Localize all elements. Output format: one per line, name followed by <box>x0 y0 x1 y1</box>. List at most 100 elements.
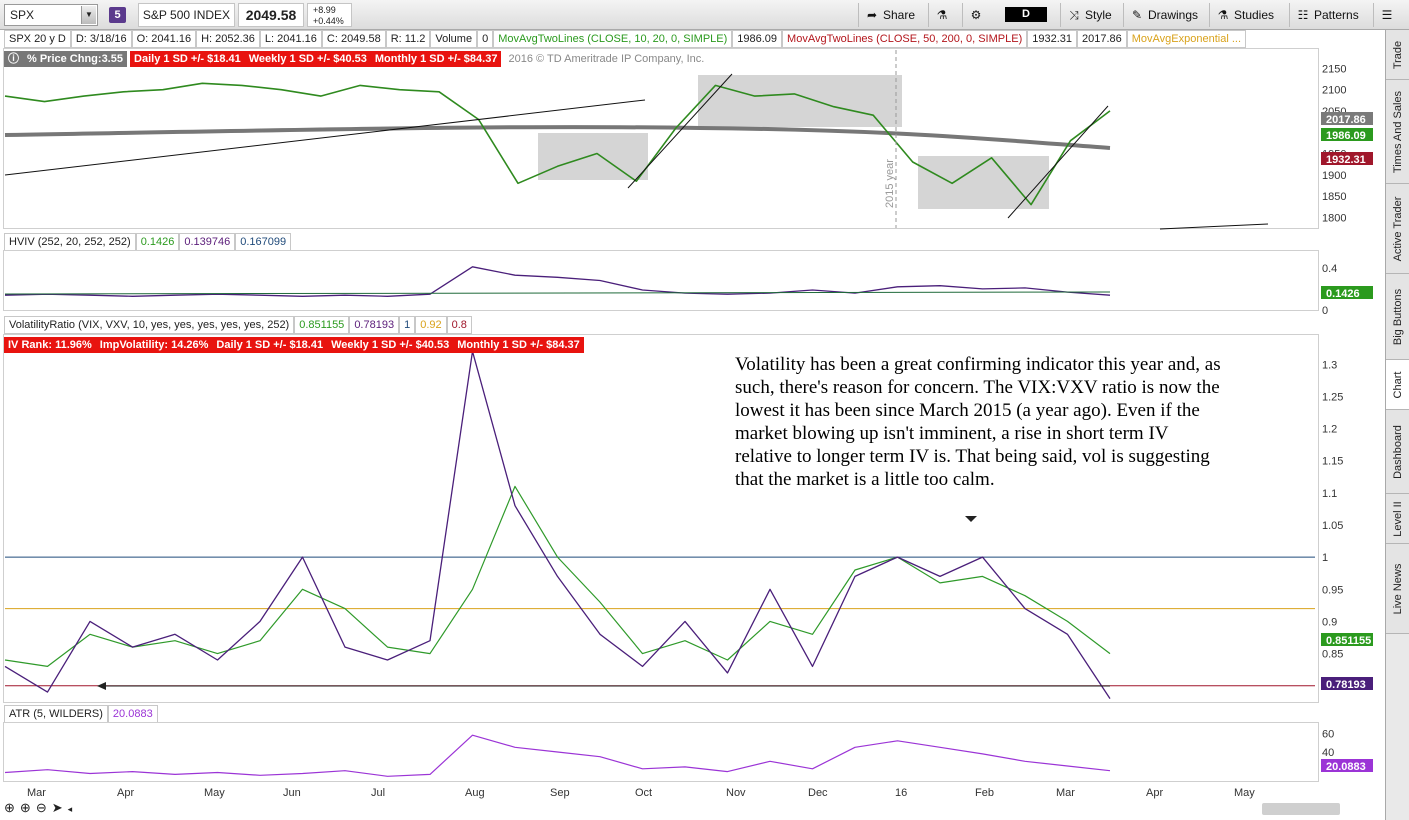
atr-label[interactable]: ATR (5, WILDERS) <box>4 705 108 723</box>
price-tick-label: 1900 <box>1322 170 1346 182</box>
chevron-down-icon[interactable]: ▼ <box>81 6 96 24</box>
top-toolbar: SPX ▼ 5 S&P 500 INDEX 2049.58 +8.99 +0.4… <box>0 0 1409 30</box>
aggregation-period-button[interactable]: D <box>1005 7 1047 22</box>
ma10-tag: 1986.09 <box>1326 130 1366 142</box>
tab-label: Big Buttons <box>1392 288 1404 345</box>
ma1-label[interactable]: MovAvgTwoLines (CLOSE, 10, 20, 0, SIMPLE… <box>493 30 733 48</box>
tab-chart[interactable]: Chart <box>1386 360 1409 410</box>
vr-tick-label: 1.15 <box>1322 456 1343 468</box>
horizontal-scrollbar[interactable] <box>1262 803 1340 815</box>
style-button[interactable]: ⤨ Style <box>1060 3 1123 27</box>
bar-range: R: 11.2 <box>385 30 431 48</box>
volume-label[interactable]: Volume <box>430 30 478 48</box>
cursor-icon[interactable]: ➤ <box>51 800 63 815</box>
vr-panel-frame <box>3 334 1319 703</box>
last-price: 2049.58 <box>238 3 304 27</box>
imp-vol-label: ImpVolatility: 14.26% <box>95 337 213 353</box>
studies-label: Studies <box>1234 8 1275 22</box>
hviv-tick-label: 0.4 <box>1322 263 1337 275</box>
atr-value: 20.0883 <box>107 705 158 723</box>
hviv-tick-label: 0 <box>1322 305 1328 317</box>
x-axis-label: Mar <box>1056 787 1075 799</box>
ema-label[interactable]: MovAvgExponential ... <box>1126 30 1247 48</box>
share-icon: ➦ <box>866 8 878 22</box>
vr-tick-label: 1.25 <box>1322 391 1343 403</box>
zoom-in-icon[interactable]: ⊕ <box>19 800 31 815</box>
tab-label: Live News <box>1392 563 1404 614</box>
tab-label: Active Trader <box>1392 196 1404 261</box>
weekly-sd-label: Weekly 1 SD +/- $40.53 <box>244 51 371 67</box>
menu-button[interactable]: ☰ <box>1373 3 1407 27</box>
bar-high: H: 2052.36 <box>196 30 260 48</box>
patterns-button[interactable]: ☷ Patterns <box>1289 3 1373 27</box>
tab-label: Dashboard <box>1392 424 1404 479</box>
share-label: Share <box>883 8 916 22</box>
ma200-line <box>4 125 1111 150</box>
vr-tick-label: 0.9 <box>1322 616 1337 628</box>
flask-button[interactable]: ⚗ <box>928 3 962 27</box>
tab-trade[interactable]: Trade <box>1386 30 1409 80</box>
scroll-left-icon[interactable]: ◂ <box>67 804 73 814</box>
share-button[interactable]: ➦ Share <box>858 3 928 27</box>
trend-line <box>627 73 733 189</box>
style-icon: ⤨ <box>1069 8 1079 22</box>
ma200-tag-bg <box>1321 112 1373 125</box>
atr-tick-label: 60 <box>1322 728 1334 740</box>
zoom-out-icon[interactable]: ⊖ <box>35 800 47 815</box>
x-axis-label: Aug <box>465 787 485 799</box>
alert-icon[interactable]: ⓘ <box>4 51 23 67</box>
x-axis-label: Jul <box>371 787 385 799</box>
ma2-label[interactable]: MovAvgTwoLines (CLOSE, 50, 200, 0, SIMPL… <box>782 30 1028 48</box>
hviv-label[interactable]: HVIV (252, 20, 252, 252) <box>4 233 136 251</box>
tab-level-ii[interactable]: Level II <box>1386 494 1409 544</box>
tab-live-news[interactable]: Live News <box>1386 544 1409 634</box>
vr-daily-sd-label: Daily 1 SD +/- $18.41 <box>212 337 328 353</box>
vr-tick-label: 1.2 <box>1322 424 1337 436</box>
studies-button[interactable]: ⚗ Studies <box>1209 3 1289 27</box>
tab-active-trader[interactable]: Active Trader <box>1386 184 1409 274</box>
tab-dashboard[interactable]: Dashboard <box>1386 410 1409 494</box>
marker-down-icon <box>965 516 977 522</box>
vr-line <box>4 350 1111 699</box>
ma50-tag-bg <box>1321 152 1373 165</box>
x-axis-label: Apr <box>1146 787 1163 799</box>
price-tick-label: 1850 <box>1322 191 1346 203</box>
atr-panel-frame <box>3 722 1319 782</box>
hviv-header: HVIV (252, 20, 252, 252) 0.1426 0.139746 0.… <box>4 233 292 251</box>
tab-times-and-sales[interactable]: Times And Sales <box>1386 80 1409 184</box>
trend-line <box>4 99 646 176</box>
price-tick-label: 2150 <box>1322 63 1346 75</box>
symbol-input[interactable]: SPX ▼ <box>4 4 98 26</box>
vr-ma-tag-bg <box>1321 633 1373 646</box>
bar-low: L: 2041.16 <box>259 30 322 48</box>
vr-ma-line <box>4 485 1111 668</box>
symbol-value: SPX <box>10 8 35 22</box>
hviv-line <box>4 266 1111 297</box>
settings-button[interactable]: ⚙ <box>962 3 996 27</box>
ma50-tag: 1932.31 <box>1326 154 1366 166</box>
year-marker-label: 2015 year <box>884 159 896 208</box>
tab-label: Chart <box>1392 371 1404 398</box>
x-axis-label: Nov <box>726 787 746 799</box>
vr-label[interactable]: VolatilityRatio (VIX, VXV, 10, yes, yes,… <box>4 316 295 334</box>
atr-line <box>4 734 1111 777</box>
flask-icon: ⚗ <box>936 8 948 22</box>
hviv-value-2: 0.139746 <box>179 233 236 251</box>
symbol-description: S&P 500 INDEX <box>138 3 235 27</box>
x-axis-label: Dec <box>808 787 828 799</box>
vr-header: VolatilityRatio (VIX, VXV, 10, yes, yes,… <box>4 316 472 334</box>
chart-canvas[interactable]: 180018501900195020002050210021502015 yea… <box>0 30 1385 800</box>
vr-value-2: 0.78193 <box>349 316 400 334</box>
monthly-sd-label: Monthly 1 SD +/- $84.37 <box>370 51 502 67</box>
crosshair-icon[interactable]: ⊕ <box>4 800 15 815</box>
consolidation-box <box>538 133 648 180</box>
link-group-badge[interactable]: 5 <box>109 7 126 23</box>
chart-spec[interactable]: SPX 20 y D <box>4 30 71 48</box>
side-tab-bar: Trade Times And Sales Active Trader Big … <box>1385 30 1409 820</box>
drawings-button[interactable]: ✎ Drawings <box>1123 3 1209 27</box>
atr-tag: 20.0883 <box>1326 761 1366 773</box>
ma2-value: 1932.31 <box>1027 30 1077 48</box>
tab-big-buttons[interactable]: Big Buttons <box>1386 274 1409 360</box>
hviv-value-1: 0.1426 <box>135 233 180 251</box>
